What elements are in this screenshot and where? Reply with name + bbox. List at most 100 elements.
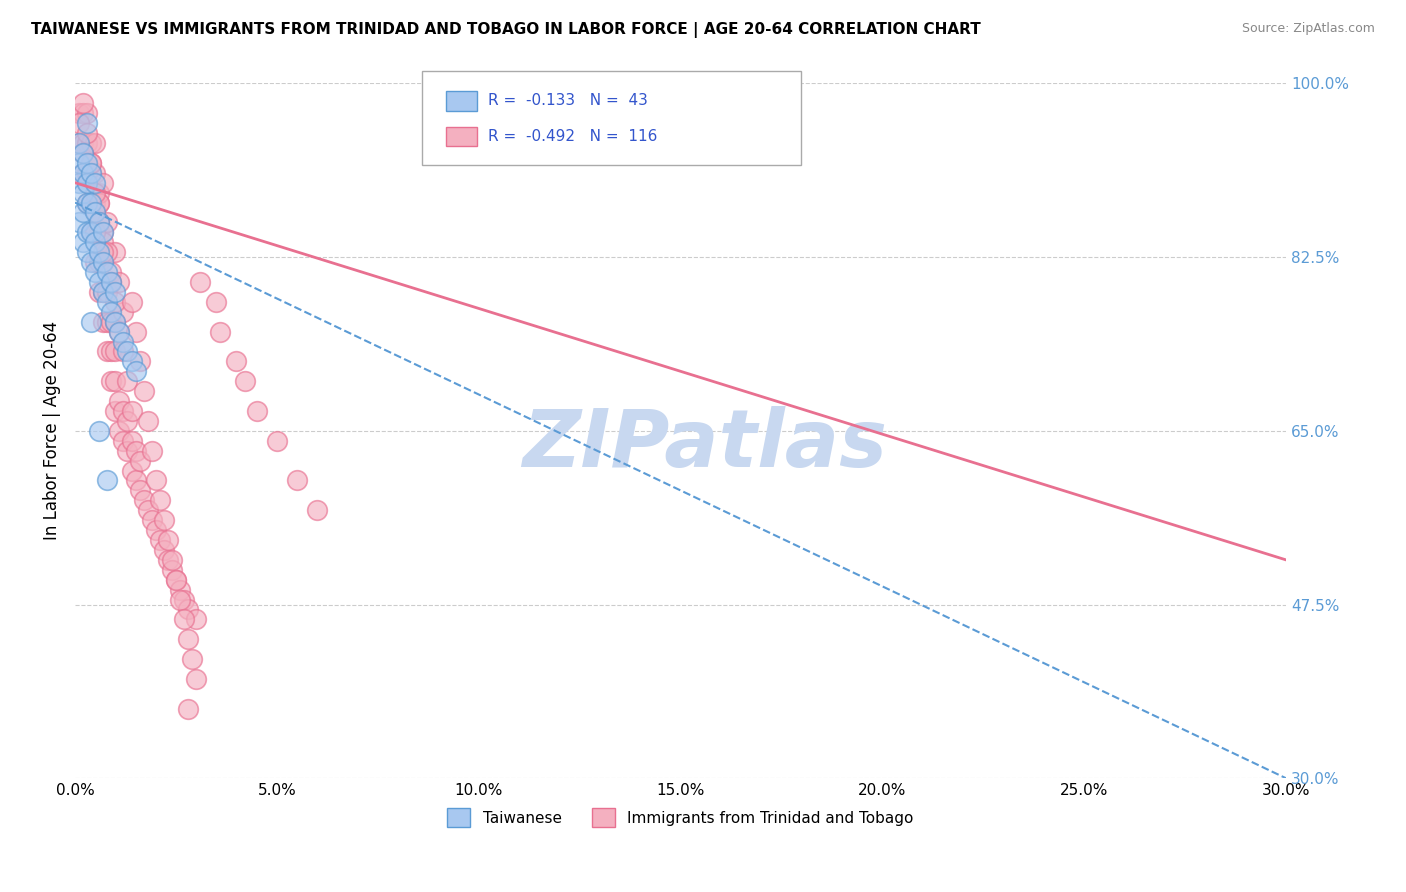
Point <box>84 265 107 279</box>
Point <box>67 136 90 150</box>
Point <box>233 374 256 388</box>
Point <box>84 176 107 190</box>
Point <box>67 215 90 229</box>
Point <box>89 424 111 438</box>
Point <box>145 474 167 488</box>
Point <box>156 533 179 547</box>
Point <box>149 493 172 508</box>
Point <box>104 315 127 329</box>
Point <box>67 156 90 170</box>
Point <box>108 394 131 409</box>
Point <box>80 255 103 269</box>
Point <box>121 404 143 418</box>
Point <box>96 474 118 488</box>
Point <box>117 414 139 428</box>
Point <box>153 543 176 558</box>
Point <box>91 285 114 299</box>
Point <box>145 523 167 537</box>
Point <box>76 156 98 170</box>
Point <box>177 602 200 616</box>
Point <box>160 563 183 577</box>
Point <box>112 304 135 318</box>
Point <box>141 513 163 527</box>
Point <box>72 145 94 160</box>
Point <box>89 215 111 229</box>
Point <box>96 265 118 279</box>
Point <box>67 176 90 190</box>
Point <box>225 354 247 368</box>
Point <box>89 275 111 289</box>
Point <box>181 652 204 666</box>
Point <box>72 166 94 180</box>
Point <box>112 434 135 448</box>
Point <box>72 106 94 120</box>
Point <box>104 404 127 418</box>
Point <box>84 235 107 250</box>
Text: TAIWANESE VS IMMIGRANTS FROM TRINIDAD AND TOBAGO IN LABOR FORCE | AGE 20-64 CORR: TAIWANESE VS IMMIGRANTS FROM TRINIDAD AN… <box>31 22 980 38</box>
Point <box>169 582 191 597</box>
Point <box>169 592 191 607</box>
Point <box>89 215 111 229</box>
Point <box>108 325 131 339</box>
Point <box>67 136 90 150</box>
Point <box>173 612 195 626</box>
Point <box>124 325 146 339</box>
Point <box>100 275 122 289</box>
Point <box>117 374 139 388</box>
Point <box>165 573 187 587</box>
Point <box>100 304 122 318</box>
Point <box>165 573 187 587</box>
Point <box>80 195 103 210</box>
Point <box>72 96 94 111</box>
Point <box>104 374 127 388</box>
Point <box>84 225 107 239</box>
Point <box>104 315 127 329</box>
Point <box>141 443 163 458</box>
Point <box>72 145 94 160</box>
Point <box>132 384 155 398</box>
Point <box>67 116 90 130</box>
Point <box>108 424 131 438</box>
Point <box>96 215 118 229</box>
Point <box>104 344 127 359</box>
Point <box>76 176 98 190</box>
Point <box>184 612 207 626</box>
Point <box>80 166 103 180</box>
Point <box>89 195 111 210</box>
Point <box>80 315 103 329</box>
Point <box>76 195 98 210</box>
Point <box>121 464 143 478</box>
Point <box>132 493 155 508</box>
Point <box>91 315 114 329</box>
Point <box>89 255 111 269</box>
Point <box>112 334 135 349</box>
Point <box>307 503 329 517</box>
Point <box>80 136 103 150</box>
Point <box>205 294 228 309</box>
Point <box>91 285 114 299</box>
Point <box>136 503 159 517</box>
Point <box>285 474 308 488</box>
Point <box>76 166 98 180</box>
Point <box>91 225 114 239</box>
Point <box>117 344 139 359</box>
Text: R =  -0.492   N =  116: R = -0.492 N = 116 <box>488 129 657 144</box>
Point <box>117 443 139 458</box>
Point <box>121 354 143 368</box>
Point <box>121 294 143 309</box>
Point <box>209 325 232 339</box>
Point <box>72 235 94 250</box>
Point <box>104 285 127 299</box>
Point <box>80 225 103 239</box>
Point <box>96 294 118 309</box>
Point <box>112 404 135 418</box>
Point <box>89 285 111 299</box>
Point <box>177 702 200 716</box>
Point <box>108 275 131 289</box>
Point <box>112 344 135 359</box>
Point <box>72 205 94 219</box>
Point <box>84 136 107 150</box>
Point <box>84 166 107 180</box>
Point <box>96 315 118 329</box>
Point <box>156 553 179 567</box>
